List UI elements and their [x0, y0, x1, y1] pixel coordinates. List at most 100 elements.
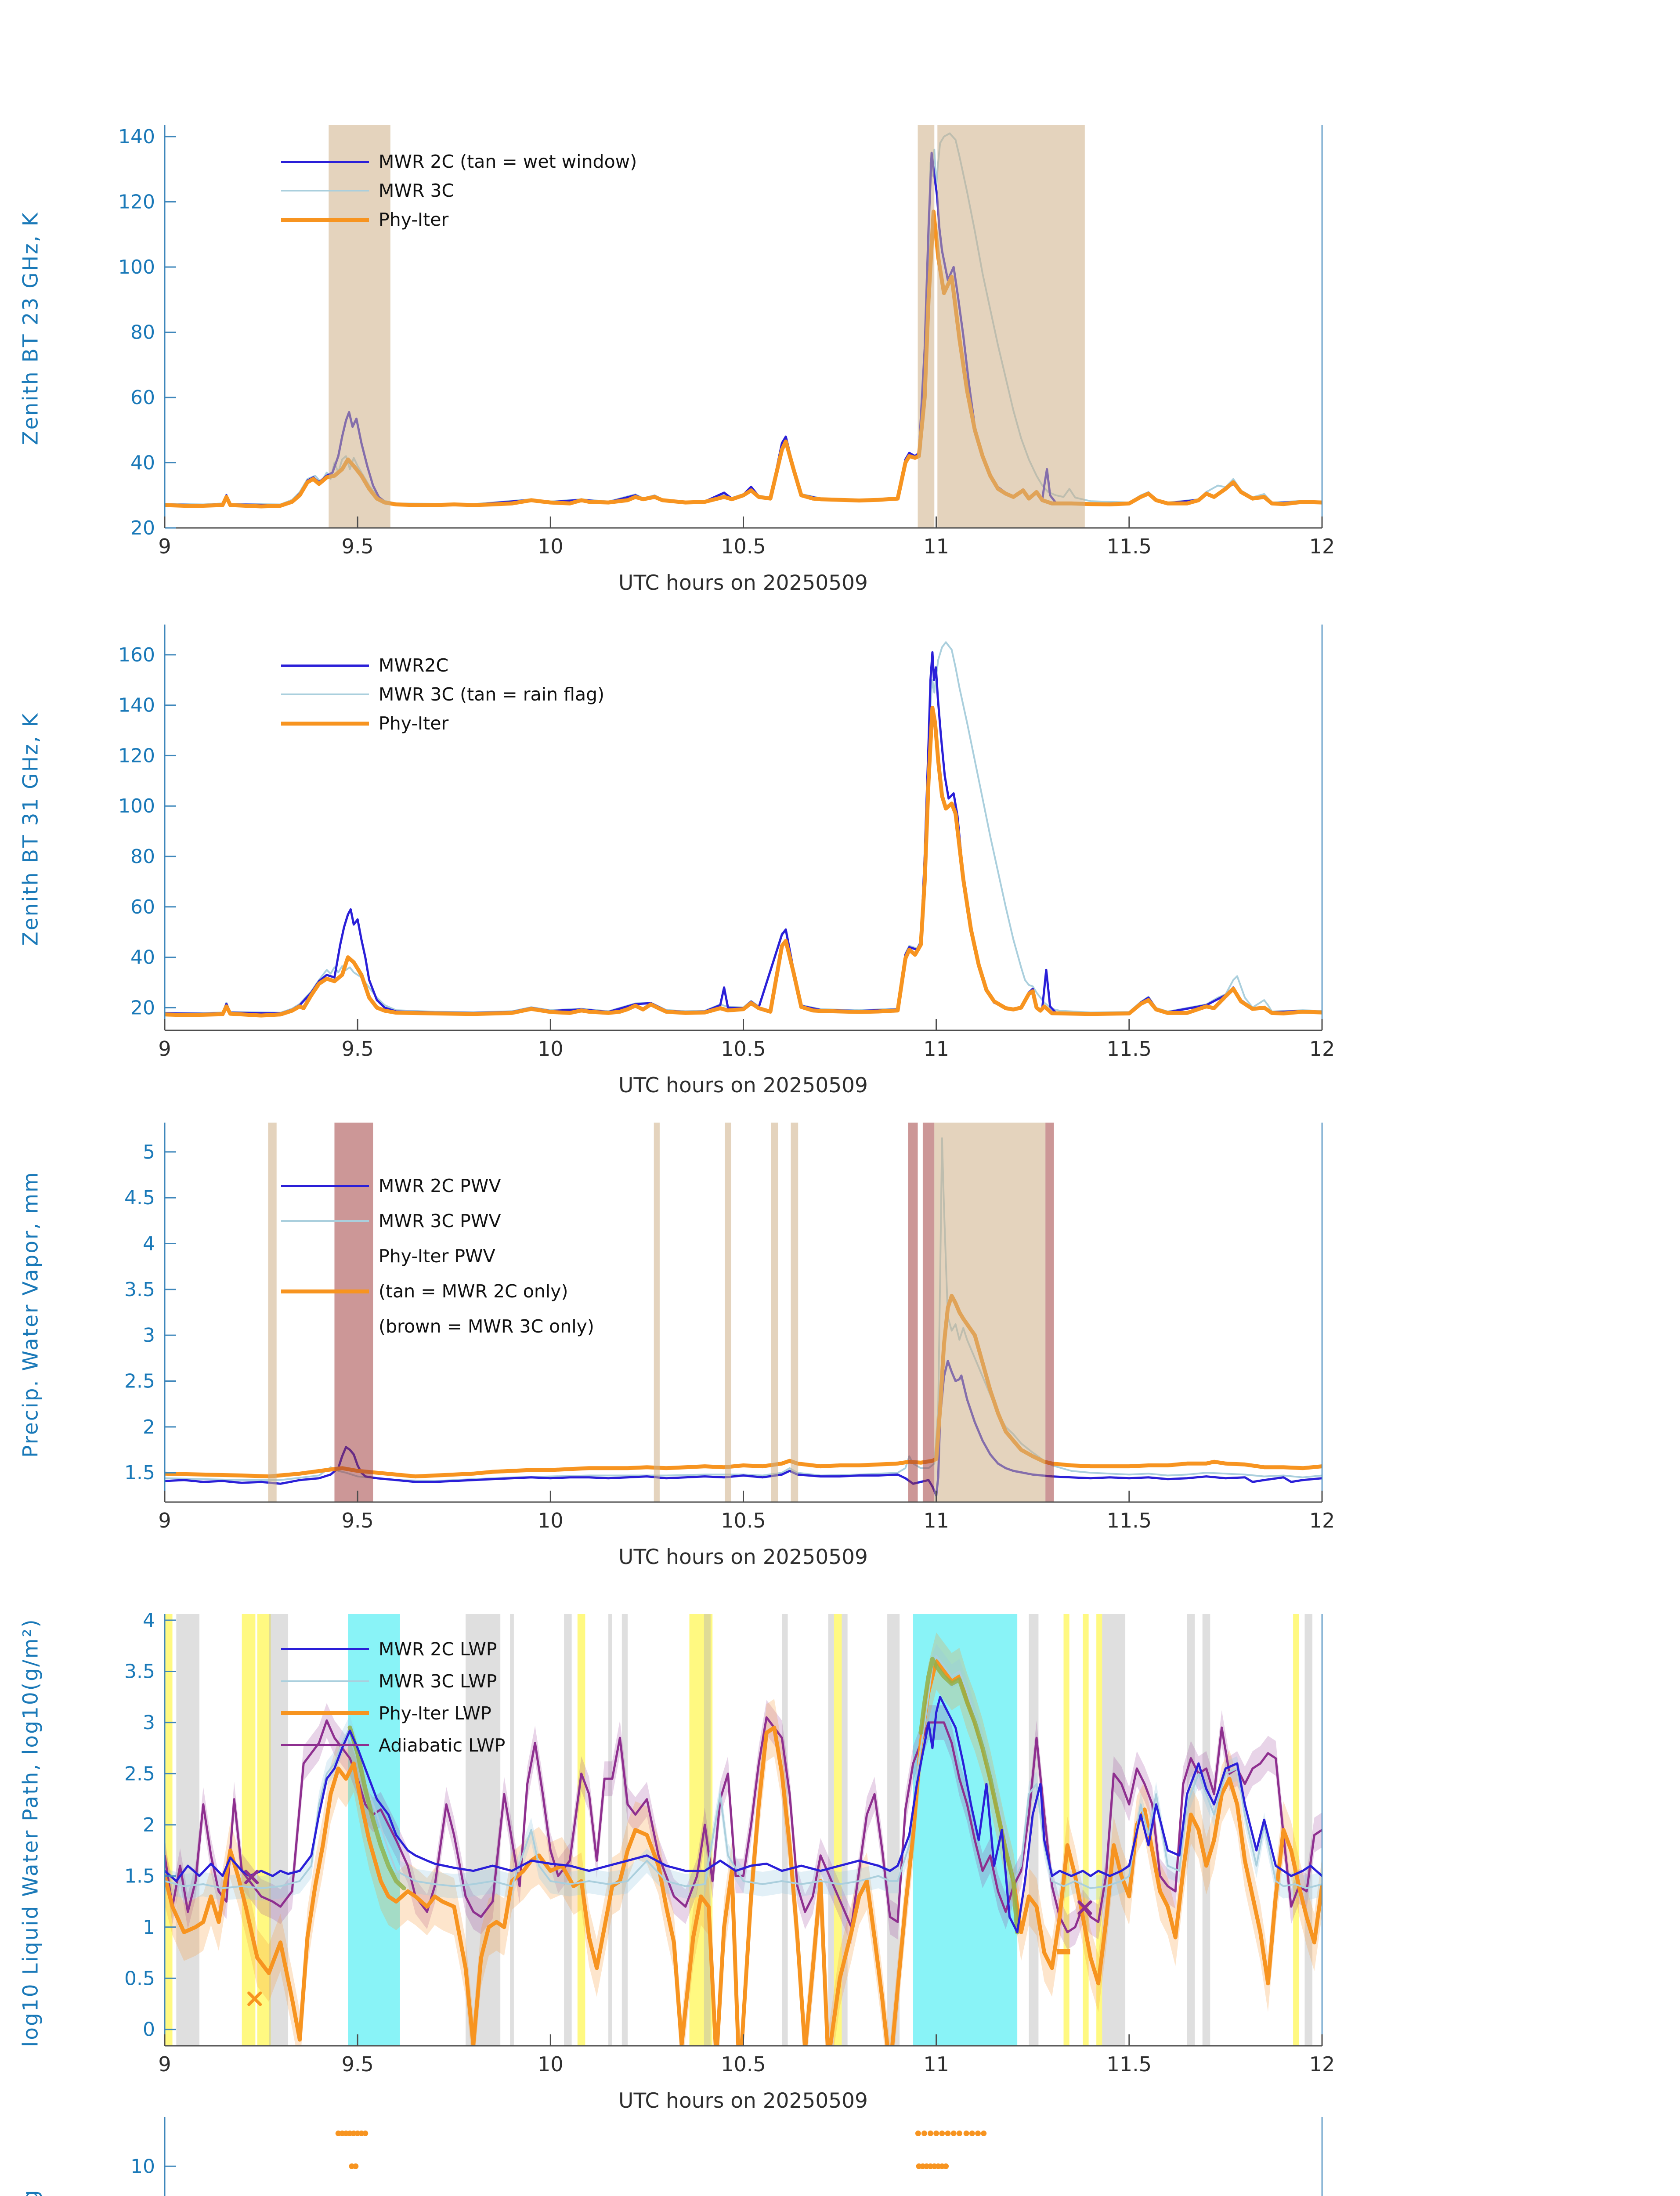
dq-flag-dot [981, 2130, 987, 2136]
y-tick-label: 2.5 [124, 1763, 155, 1785]
dq-flag-dot [933, 2130, 939, 2136]
x-tick-label: 10.5 [721, 1509, 766, 1532]
x-tick-label: 11 [923, 2052, 949, 2076]
dq-flag-dot [927, 2130, 933, 2136]
legend-item: MWR 3C [281, 176, 637, 205]
panel4-x-axis-label: UTC hours on 20250509 [618, 2089, 868, 2113]
panel-3: 1.5 2 2.5 3 3.5 4 4.5 5 9 9.5 10 10.5 11 11.5 12 [124, 1123, 1335, 1532]
Phy-Iter-line [165, 705, 1322, 1018]
y-tick-label: 40 [130, 451, 155, 474]
shaded-band [834, 1614, 842, 2046]
legend-item: Adiabatic LWP [281, 1729, 505, 1761]
shaded-band [937, 125, 1085, 528]
shaded-band [934, 1123, 1046, 1502]
line-swatch [281, 721, 369, 726]
shaded-band [1304, 1614, 1313, 2046]
y-tick-label: 140 [118, 126, 155, 148]
line-swatch [281, 160, 369, 163]
x-tick-label: 10 [538, 2052, 564, 2076]
panel-2-plot [165, 641, 1322, 1018]
dash-marker [1057, 1949, 1070, 1954]
shaded-band [242, 1614, 256, 2046]
panel-1-plot [165, 125, 1322, 528]
x-marker [247, 1991, 262, 2006]
legend-item: MWR 2C (tan = wet window) [281, 147, 637, 176]
y-tick-label: 4 [143, 1609, 155, 1632]
y-tick-label: 10 [130, 2155, 155, 2178]
line-swatch [281, 1220, 369, 1222]
legend-item: Phy-Iter [281, 205, 637, 234]
x-tick-label: 9.5 [342, 1509, 374, 1532]
shaded-band [329, 125, 390, 528]
y-tick-label: 60 [130, 896, 155, 918]
y-tick-label: 0.5 [124, 1967, 155, 1990]
x-tick-label: 11.5 [1107, 1037, 1152, 1061]
Adiabatic LWP-uncertainty [165, 1700, 1322, 1950]
y-tick-label: 120 [118, 744, 155, 767]
shaded-band [1045, 1123, 1054, 1502]
panel5-y-axis-label: MWR Phy Iter DQ Flag [19, 2096, 43, 2196]
x-tick-label: 9.5 [342, 2052, 374, 2076]
x-tick-label: 12 [1309, 1037, 1335, 1061]
y-tick-label: 100 [118, 795, 155, 817]
legend-label: MWR 2C (tan = wet window) [379, 151, 637, 172]
dq-flag-dot [945, 2130, 951, 2136]
y-tick-label: 3 [143, 1324, 155, 1347]
shaded-band [782, 1614, 788, 2046]
panel4-y-axis-label: log10 Liquid Water Path, log10(g/m²) [18, 1618, 43, 2047]
line-swatch [281, 217, 369, 222]
shaded-band [908, 1123, 918, 1502]
y-tick-label: 2 [143, 1814, 155, 1836]
y-tick-label: 3.5 [124, 1660, 155, 1683]
legend-label: MWR 3C LWP [379, 1670, 497, 1692]
y-tick-label: 4 [143, 1232, 155, 1255]
shaded-band [771, 1123, 778, 1502]
panel1-legend: MWR 2C (tan = wet window) MWR 3C Phy-Ite… [281, 147, 637, 234]
shaded-band [466, 1614, 501, 2046]
shaded-band [176, 1614, 200, 2046]
shaded-band [791, 1123, 798, 1502]
x-tick-label: 11.5 [1107, 535, 1152, 558]
dq-flag-dot [943, 2163, 949, 2169]
dq-flag-dot [921, 2130, 927, 2136]
x-tick-label: 10 [538, 1509, 564, 1532]
x-marker [244, 1870, 259, 1885]
line-swatch [281, 1711, 369, 1715]
legend-item: Phy-Iter [281, 709, 604, 738]
line-swatch [281, 664, 369, 667]
MWR 3C LWP-uncertainty [165, 1643, 1322, 1901]
legend-label: Phy-Iter LWP [379, 1702, 491, 1724]
legend-item: MWR 3C PWV [281, 1203, 594, 1239]
dq-flag-dot [950, 2130, 957, 2136]
line-swatch [281, 693, 369, 695]
panel1-y-axis-label: Zenith BT 23 GHz, K [18, 211, 43, 445]
y-tick-label: 5 [143, 1141, 155, 1163]
panel-5-plot [335, 2130, 987, 2169]
y-tick-label: 80 [130, 845, 155, 868]
panel2-legend: MWR2C MWR 3C (tan = rain flag) Phy-Iter [281, 651, 604, 738]
y-tick-label: 20 [130, 997, 155, 1019]
line-swatch [281, 1185, 369, 1187]
x-tick-label: 11.5 [1107, 2052, 1152, 2076]
dq-flag-dot [939, 2130, 945, 2136]
shaded-band [1187, 1614, 1195, 2046]
dq-flag-dot [956, 2130, 962, 2136]
legend-label: MWR 3C (tan = rain flag) [379, 684, 605, 705]
y-tick-label: 3.5 [124, 1279, 155, 1301]
x-tick-label: 12 [1309, 535, 1335, 558]
dq-flag-dot [969, 2130, 975, 2136]
legend-label: MWR 3C PWV [379, 1210, 501, 1232]
x-tick-label: 11.5 [1107, 1509, 1152, 1532]
legend-label: MWR 2C LWP [379, 1638, 497, 1660]
panel3-legend: MWR 2C PWV MWR 3C PWV Phy-Iter PWV (tan … [281, 1168, 594, 1344]
legend-item: MWR 2C LWP [281, 1633, 505, 1665]
x-tick-label: 10 [538, 1037, 564, 1061]
x-tick-label: 11 [923, 1037, 949, 1061]
legend-label: Adiabatic LWP [379, 1734, 506, 1756]
shaded-band [828, 1614, 834, 2046]
shaded-band [608, 1614, 612, 2046]
shaded-band [842, 1614, 848, 2046]
